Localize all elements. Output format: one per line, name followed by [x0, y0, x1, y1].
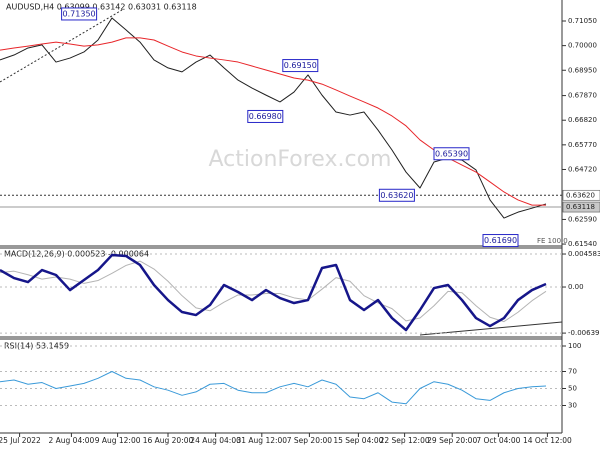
x-tick-label: 31 Aug 12:00 — [237, 436, 288, 445]
price-annotation — [282, 59, 319, 73]
series-line — [0, 371, 547, 405]
x-tick-label: 2 Aug 04:00 — [48, 436, 94, 445]
level-label: 0.63620 — [566, 191, 595, 199]
annotation-label: 0.65390 — [435, 149, 468, 158]
price-annotation — [482, 234, 519, 248]
level-label-box — [562, 201, 600, 213]
symbol-header: AUDUSD,H4 0.63099 0.63142 0.63031 0.6311… — [6, 3, 197, 12]
y-tick-label: 0.64720 — [568, 165, 597, 173]
x-tick-label: 7 Sep 20:00 — [287, 436, 333, 445]
y-tick-label: 100 — [568, 342, 581, 350]
y-tick-label: 0.004583 — [568, 250, 600, 258]
fe-label: FE 100.0 — [537, 237, 568, 245]
y-tick-label: 50 — [568, 385, 577, 393]
y-tick-label: 0.62590 — [568, 215, 597, 223]
x-tick-label: 29 Sep 20:00 — [427, 436, 477, 445]
annotation-label: 0.71350 — [63, 9, 96, 18]
price-annotation — [247, 109, 284, 123]
y-tick-label: 70 — [568, 368, 577, 376]
x-tick-label: 24 Aug 04:00 — [190, 436, 241, 445]
y-tick-label: 0.67870 — [568, 92, 597, 100]
x-tick-label: 25 Jul 2022 — [0, 436, 41, 445]
y-tick-label: 0.65770 — [568, 141, 597, 149]
y-tick-label: 0.70000 — [568, 42, 597, 50]
annotation-label: 0.61690 — [484, 236, 517, 245]
price-annotation — [433, 147, 470, 161]
y-tick-label: -0.006397 — [568, 329, 600, 337]
annotation-label: 0.66980 — [249, 112, 282, 121]
series-line — [0, 253, 547, 332]
price-annotation — [378, 188, 415, 202]
y-tick-label: 0.61540 — [568, 240, 597, 248]
x-tick-label: 7 Oct 04:00 — [476, 436, 520, 445]
level-label-box — [562, 189, 600, 201]
level-label: 0.63118 — [566, 203, 595, 211]
series-line — [0, 37, 546, 206]
x-tick-label: 14 Oct 12:00 — [523, 436, 572, 445]
y-tick-label: 0.00 — [568, 283, 584, 291]
y-tick-label: 30 — [568, 402, 577, 410]
annotation-label: 0.69150 — [284, 61, 317, 70]
y-tick-label: 0.71050 — [568, 17, 597, 25]
trend-line — [419, 321, 563, 336]
x-tick-label: 16 Aug 20:00 — [143, 436, 194, 445]
x-tick-label: 15 Sep 04:00 — [333, 436, 383, 445]
watermark: ActionForex.com — [209, 147, 392, 172]
y-tick-label: 0.68950 — [568, 66, 597, 74]
y-tick-label: 0.66820 — [568, 116, 597, 124]
annotation-label: 0.63620 — [380, 191, 413, 200]
x-tick-label: 22 Sep 12:00 — [380, 436, 430, 445]
price-annotation — [61, 7, 98, 21]
x-tick-label: 9 Aug 12:00 — [95, 436, 141, 445]
